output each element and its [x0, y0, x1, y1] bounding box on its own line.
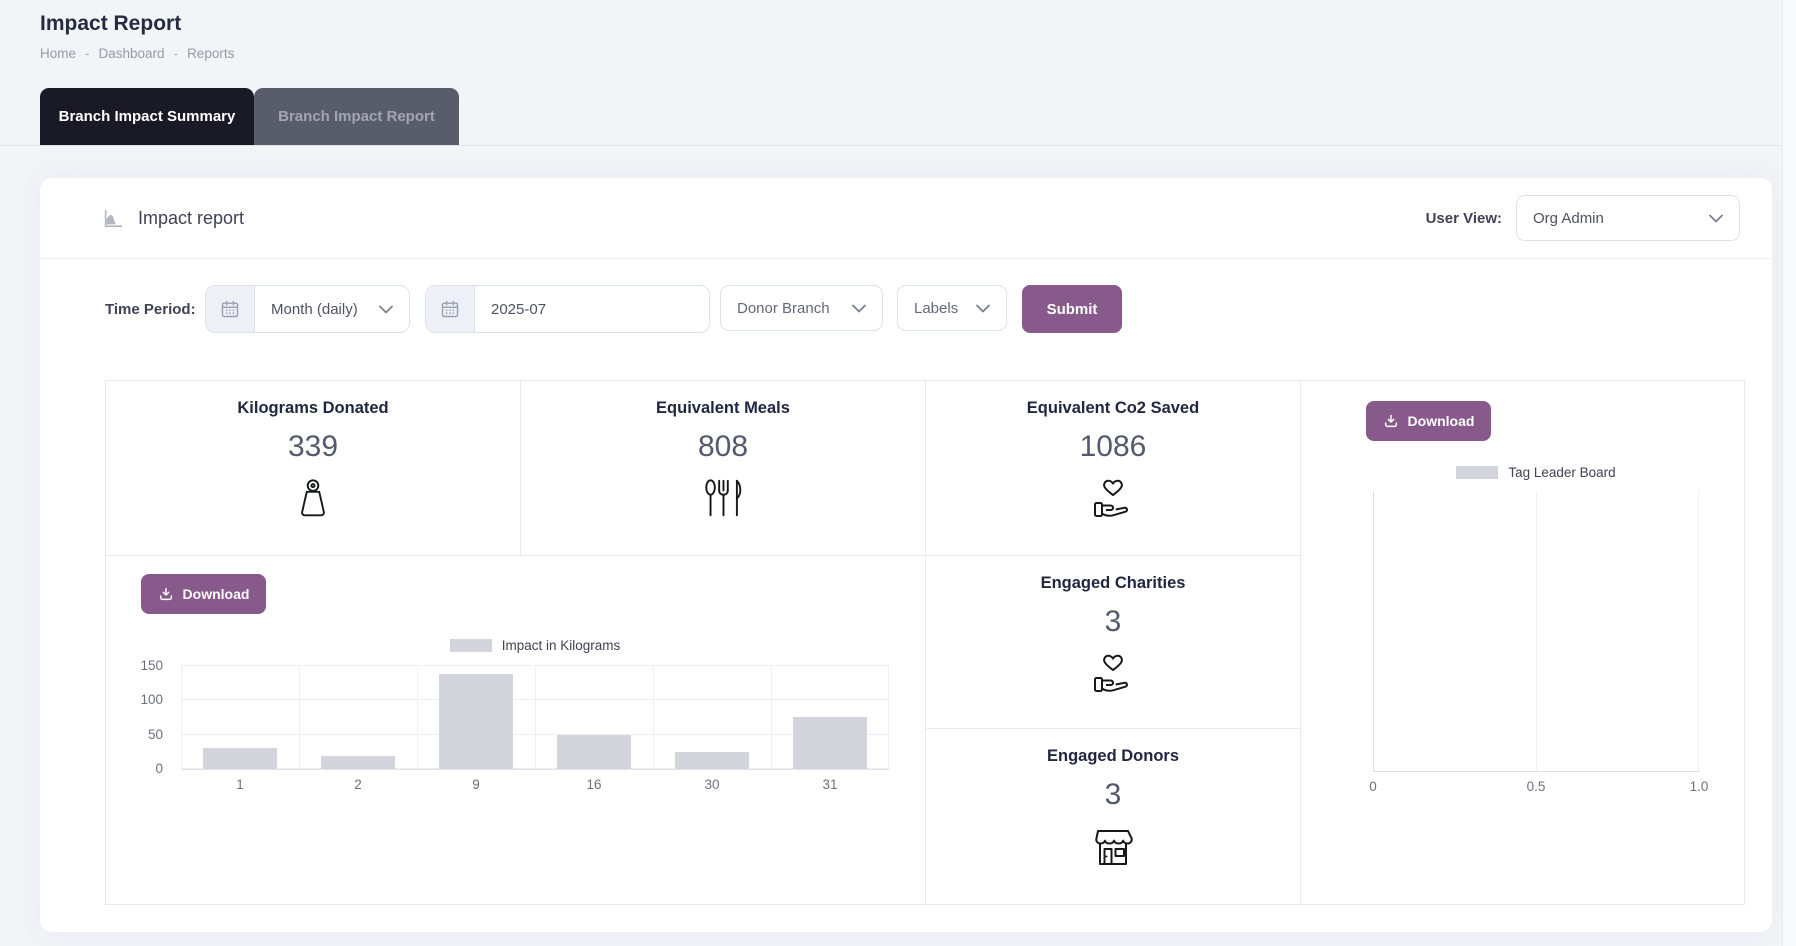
card-title: Impact report [138, 207, 245, 228]
granularity-select[interactable]: Month (daily) [255, 286, 409, 332]
user-view-value: Org Admin [1533, 209, 1604, 227]
chevron-down-icon [379, 305, 393, 314]
download-button[interactable]: Download [1366, 401, 1491, 441]
storefront-icon [1089, 822, 1137, 872]
tab-bar-divider [0, 145, 1796, 146]
chart-icon [102, 207, 124, 229]
chevron-down-icon [1709, 214, 1723, 223]
legend-swatch [1456, 466, 1499, 479]
stat-value: 808 [697, 430, 749, 463]
labels-value: Labels [914, 299, 959, 317]
download-label: Download [182, 586, 250, 602]
breadcrumb-separator: - [85, 46, 90, 61]
user-view-select[interactable]: Org Admin [1516, 195, 1740, 241]
page-title: Impact Report [40, 12, 182, 35]
stat-kilograms-donated: Kilograms Donated 339 [106, 381, 521, 556]
breadcrumb-home[interactable]: Home [40, 46, 77, 61]
impact-chart-yaxis: 0 50 100 150 [140, 658, 163, 776]
cutlery-icon [700, 474, 746, 524]
hand-heart-icon [1089, 474, 1137, 524]
bar-day-31 [792, 716, 868, 769]
bar-day-9 [438, 673, 514, 769]
impact-report-card: Impact report User View: Org Admin Time … [40, 178, 1772, 932]
bar-day-2 [320, 755, 396, 769]
filter-row: Time Period: Month (daily) [40, 285, 1772, 333]
bar-day-1 [202, 748, 278, 769]
leader-chart-xaxis: 0 0.5 1.0 [1369, 779, 1709, 794]
impact-chart-legend: Impact in Kilograms [181, 638, 889, 653]
time-period-label: Time Period: [105, 300, 196, 318]
stat-label: Equivalent Meals [656, 399, 790, 417]
stat-value: 3 [1104, 605, 1122, 638]
impact-chart-cell: Download Impact in Kilograms 0 50 100 150 1… [106, 556, 926, 906]
stat-value: 3 [1104, 778, 1122, 811]
impact-chart-plot [181, 665, 889, 770]
stat-label: Kilograms Donated [237, 399, 389, 417]
granularity-select-group: Month (daily) [205, 285, 410, 333]
bar-day-30 [674, 751, 750, 769]
month-picker-group [425, 285, 710, 333]
calendar-icon [206, 286, 255, 332]
legend-swatch [449, 639, 492, 652]
leader-chart-cell: Download Tag Leader Board 0 0.5 1.0 [1301, 381, 1746, 906]
donor-branch-select[interactable]: Donor Branch [720, 285, 883, 331]
stats-grid: Kilograms Donated 339 Equivalent Meals 8… [105, 380, 1746, 906]
calendar-icon [426, 286, 475, 332]
stat-equivalent-meals: Equivalent Meals 808 [521, 381, 926, 556]
stat-co2-saved: Equivalent Co2 Saved 1086 [926, 381, 1301, 556]
submit-button[interactable]: Submit [1022, 285, 1122, 333]
hand-heart-icon [1089, 649, 1137, 699]
tab-branch-impact-report[interactable]: Branch Impact Report [254, 88, 459, 145]
stat-label: Equivalent Co2 Saved [1026, 399, 1200, 417]
bar-day-16 [556, 734, 632, 769]
stat-label: Engaged Charities [1040, 574, 1186, 592]
download-button[interactable]: Download [141, 574, 266, 614]
impact-chart-xaxis: 1 2 9 16 30 31 [236, 777, 838, 792]
card-header: Impact report User View: Org Admin [40, 178, 1772, 259]
breadcrumb-separator: - [173, 46, 179, 61]
donor-branch-value: Donor Branch [737, 299, 830, 317]
legend-label: Impact in Kilograms [501, 638, 621, 653]
stat-engaged-charities: Engaged Charities 3 [926, 556, 1301, 729]
stat-label: Engaged Donors [1046, 747, 1179, 765]
chevron-down-icon [976, 304, 990, 313]
stat-value: 339 [287, 430, 339, 463]
download-label: Download [1407, 413, 1475, 429]
month-input[interactable] [475, 286, 709, 332]
breadcrumb-dashboard[interactable]: Dashboard [98, 46, 165, 61]
download-icon [158, 586, 174, 602]
breadcrumb-reports[interactable]: Reports [187, 46, 235, 61]
labels-select[interactable]: Labels [897, 285, 1007, 331]
stat-engaged-donors: Engaged Donors 3 [926, 729, 1301, 906]
leader-chart-plot [1373, 491, 1699, 772]
granularity-value: Month (daily) [271, 300, 358, 318]
download-icon [1383, 413, 1399, 429]
chevron-down-icon [852, 304, 866, 313]
stat-value: 1086 [1079, 430, 1147, 463]
leader-chart-legend: Tag Leader Board [1373, 465, 1699, 480]
legend-label: Tag Leader Board [1508, 465, 1616, 480]
scrollbar[interactable] [1782, 0, 1796, 946]
user-view-label: User View: [1425, 209, 1502, 227]
weight-icon [290, 474, 336, 524]
tab-branch-impact-summary[interactable]: Branch Impact Summary [40, 88, 254, 145]
breadcrumb: Home - Dashboard - Reports [40, 46, 234, 61]
tab-bar: Branch Impact Summary Branch Impact Repo… [40, 88, 459, 145]
